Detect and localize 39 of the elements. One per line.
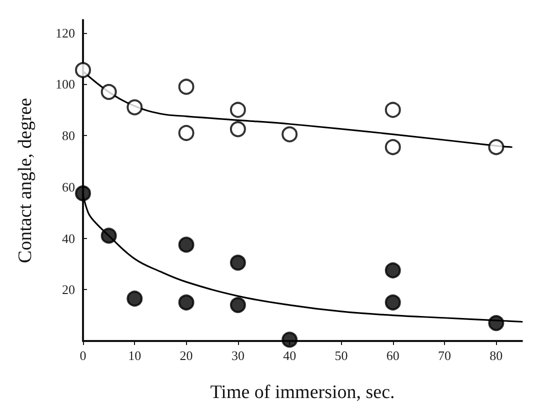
y-tick-label: 20	[62, 282, 75, 298]
x-tick-label: 80	[490, 348, 503, 363]
point	[126, 99, 143, 116]
y-tick-label: 40	[62, 230, 75, 246]
point	[178, 124, 194, 141]
x-tick-label: 10	[128, 348, 142, 363]
point	[230, 297, 246, 314]
x-tick-label: 40	[283, 348, 296, 363]
point	[384, 139, 401, 156]
point	[384, 294, 401, 310]
x-tick-label: 70	[438, 348, 452, 363]
point	[230, 121, 246, 138]
point	[178, 236, 194, 253]
point	[282, 126, 298, 142]
point	[282, 332, 298, 348]
point	[178, 78, 194, 95]
x-tick-label: 20	[180, 348, 193, 363]
point	[384, 102, 401, 118]
y-tick-label: 60	[62, 179, 75, 194]
x-axis-title: Time of immersion, sec.	[210, 382, 395, 403]
x-tick-label: 0	[80, 348, 86, 363]
point	[75, 185, 91, 202]
y-tick-label: 120	[56, 25, 75, 40]
point	[230, 102, 246, 118]
x-tick-label: 30	[231, 348, 244, 363]
x-tick-label: 50	[334, 348, 348, 363]
point	[488, 315, 504, 332]
y-axis-title: Contact angle, degree	[15, 98, 36, 264]
point	[488, 139, 504, 156]
y-tick-label: 100	[56, 76, 75, 92]
point	[75, 62, 91, 78]
point	[126, 290, 143, 307]
point	[100, 228, 117, 244]
x-tick-label: 60	[386, 348, 400, 363]
point	[384, 262, 401, 278]
point	[178, 294, 194, 310]
point	[230, 254, 246, 271]
point	[100, 84, 117, 100]
y-tick-label: 80	[62, 128, 75, 144]
